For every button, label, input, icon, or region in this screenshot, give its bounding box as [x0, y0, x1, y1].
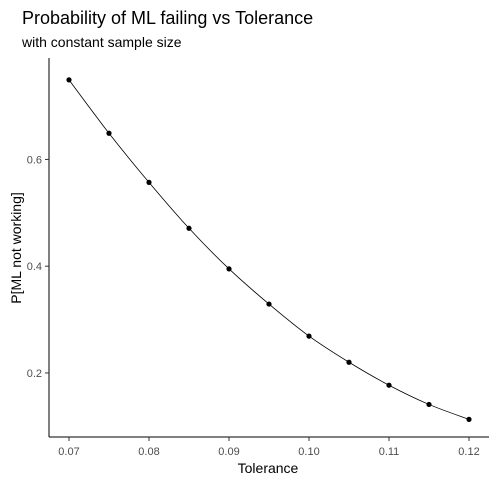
- y-tick-label: 0.6: [27, 154, 42, 166]
- data-point: [106, 131, 111, 136]
- y-axis-ticks: 0.2 0.4 0.6: [27, 154, 49, 380]
- x-axis-title: Tolerance: [238, 460, 299, 476]
- data-point: [186, 226, 191, 231]
- y-tick-label: 0.2: [27, 368, 42, 380]
- data-point: [426, 402, 431, 407]
- data-point: [306, 334, 311, 339]
- x-tick-label: 0.11: [379, 446, 400, 458]
- x-tick-label: 0.10: [298, 446, 319, 458]
- data-point: [226, 266, 231, 271]
- y-axis-title: P[ML not working]: [8, 192, 24, 304]
- x-tick-label: 0.08: [138, 446, 159, 458]
- data-point: [466, 417, 471, 422]
- series-points: [66, 77, 471, 422]
- data-point: [386, 383, 391, 388]
- data-point: [266, 301, 271, 306]
- data-point: [346, 360, 351, 365]
- x-axis-ticks: 0.07 0.08 0.09 0.10 0.11 0.12: [58, 437, 479, 458]
- chart-title: Probability of ML failing vs Tolerance: [22, 8, 313, 28]
- data-point: [66, 77, 71, 82]
- data-point: [146, 180, 151, 185]
- x-tick-label: 0.07: [58, 446, 79, 458]
- series-line: [69, 80, 469, 419]
- x-tick-label: 0.12: [458, 446, 479, 458]
- y-tick-label: 0.4: [27, 261, 42, 273]
- x-tick-label: 0.09: [218, 446, 239, 458]
- plot-area: 0.07 0.08 0.09 0.10 0.11 0.12 0.2 0.4 0.6: [27, 58, 489, 458]
- chart-subtitle: with constant sample size: [21, 34, 182, 50]
